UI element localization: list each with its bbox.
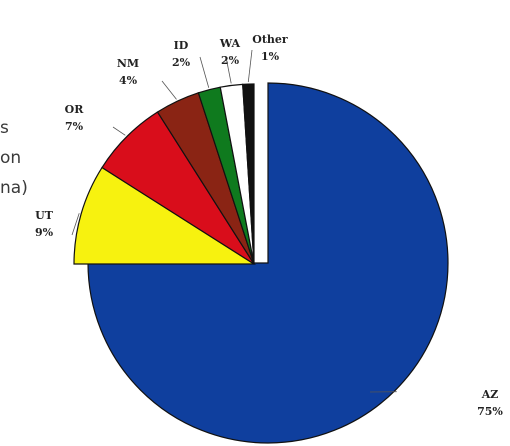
pie-slice-ut [73,166,257,265]
slice-label-ut: UT [35,209,54,222]
slice-labels: AZ 75% UT 9% OR 7% NM 4% ID 2% WA 2% Other 1% [35,33,503,418]
leader-line-id [199,56,210,88]
cropped-text-fragment: on [0,148,21,168]
slice-percent-nm: 4% [119,74,138,87]
slice-label-az: AZ [481,388,499,401]
leader-lines [71,49,397,393]
slice-label-other: Other [252,33,288,46]
leader-line-nm [161,80,177,100]
pie-slice-other [242,83,255,265]
leader-line-or [112,126,126,136]
slice-label-or: OR [65,103,85,116]
pie-slice-az [87,82,449,444]
slice-percent-or: 7% [65,120,84,133]
slice-percent-az: 75% [477,405,503,418]
leader-line-other [247,49,253,83]
pie-slices [73,82,449,444]
slice-label-wa: WA [219,37,241,50]
cropped-text-fragment: s [0,118,9,138]
slice-percent-id: 2% [172,56,191,69]
slice-percent-wa: 2% [221,54,240,67]
leader-line-ut [71,213,80,236]
slice-percent-ut: 9% [35,226,54,239]
slice-label-nm: NM [117,57,139,70]
cropped-text-fragment: na) [0,178,28,198]
slice-percent-other: 1% [261,50,280,63]
slice-label-id: ID [174,39,189,52]
leader-line-wa [225,56,232,84]
